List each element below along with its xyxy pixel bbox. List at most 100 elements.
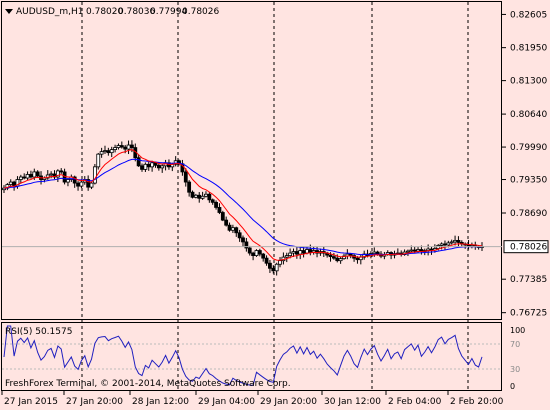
candle-body — [311, 250, 316, 253]
candle-body — [439, 243, 444, 246]
time-tick-label: 2 Feb 04:00 — [388, 397, 442, 407]
candle-body — [429, 248, 434, 251]
candle-body — [32, 171, 37, 178]
candle-body — [268, 262, 272, 269]
candle-body — [193, 194, 198, 198]
candle-body — [200, 195, 205, 199]
candle-body — [146, 163, 151, 168]
candle-body — [66, 179, 70, 183]
candle-body — [190, 191, 195, 198]
time-tick-label: 29 Jan 20:00 — [260, 397, 317, 407]
candle-body — [22, 176, 27, 179]
candle-body — [59, 170, 64, 173]
candle-body — [224, 219, 229, 226]
candle-body — [217, 207, 222, 213]
candle-body — [288, 252, 293, 257]
candle-body — [103, 150, 107, 153]
candle-body — [278, 260, 282, 265]
candle-body — [76, 182, 80, 187]
candle-body — [257, 250, 262, 255]
candle-body — [143, 163, 148, 170]
candle-body — [237, 232, 242, 239]
candle-body — [301, 250, 306, 254]
candle-body — [466, 244, 471, 247]
candle-body — [49, 173, 54, 176]
candle-body — [204, 193, 208, 197]
candle-body — [156, 164, 161, 169]
candle-body — [264, 257, 269, 264]
candle-body — [109, 149, 114, 154]
candle-body — [308, 249, 313, 253]
rsi-pane[interactable] — [1, 322, 502, 391]
candle-body — [231, 227, 235, 231]
candle-body — [443, 243, 447, 246]
candle-body — [116, 145, 121, 148]
candle-body — [412, 249, 417, 252]
candle-body — [197, 194, 202, 199]
candle-body — [123, 146, 128, 150]
candle-body — [348, 253, 353, 257]
candle-body — [150, 162, 155, 168]
price-tick-label: 0.78690 — [510, 209, 547, 219]
candle-body — [136, 157, 141, 167]
rsi-line — [3, 325, 483, 386]
time-tick-label: 30 Jan 12:00 — [324, 397, 381, 407]
candle-body — [89, 182, 94, 188]
candle-body — [355, 257, 360, 261]
rsi-tick-0: 0 — [510, 382, 515, 391]
candle-body — [274, 263, 279, 272]
time-axis: 27 Jan 2015 27 Jan 20:00 28 Jan 12:00 29 Ja… — [1, 391, 504, 407]
candle-body — [298, 250, 303, 255]
ma-fast-line — [3, 149, 483, 261]
candle-body — [187, 181, 192, 193]
candle-body — [254, 250, 259, 257]
price-tick-label: 0.80640 — [510, 110, 547, 120]
candle-body — [251, 252, 255, 257]
price-tick-label: 0.81300 — [510, 77, 547, 87]
candle-body — [35, 171, 40, 177]
candles — [2, 140, 484, 276]
candle-body — [291, 251, 296, 254]
candle-body — [234, 227, 239, 234]
time-tick-label: 28 Jan 12:00 — [132, 397, 189, 407]
price-pane[interactable] — [1, 1, 502, 320]
candle-body — [183, 171, 188, 183]
candle-body — [375, 251, 380, 255]
candle-body — [446, 242, 451, 246]
symbol-label: AUDUSD_m,H1 — [16, 7, 84, 17]
price-tick-label: 0.82605 — [510, 10, 547, 20]
candle-body — [79, 181, 84, 187]
candle-body — [126, 144, 131, 150]
candle-body — [456, 239, 461, 243]
rsi-tick-30: 30 — [510, 365, 520, 374]
candle-body — [72, 176, 77, 184]
price-tick-label: 0.77385 — [510, 275, 547, 285]
rsi-label: RSI(5) 50.1575 — [5, 327, 72, 337]
candle-body — [241, 237, 245, 243]
candle-body — [207, 193, 212, 201]
candle-body — [130, 144, 134, 148]
candle-body — [284, 255, 289, 258]
copyright-footer: FreshForex Terminal, © 2001-2014, MetaQu… — [5, 379, 291, 389]
candle-body — [210, 199, 215, 203]
candle-body — [331, 256, 336, 259]
candle-body — [227, 224, 232, 231]
ohlc-low: 0.77994 — [150, 7, 187, 17]
candle-body — [338, 258, 343, 262]
ohlc-open: 0.78020 — [86, 7, 123, 17]
candle-body — [29, 174, 33, 178]
chart-menu-arrow-icon[interactable] — [5, 9, 13, 14]
candle-body — [119, 145, 124, 148]
price-tick-label: 0.79990 — [510, 143, 547, 153]
price-tick-label: 0.81950 — [510, 44, 547, 54]
candle-body — [271, 267, 276, 272]
candle-body — [160, 165, 165, 169]
price-tick-label: 0.76725 — [510, 309, 547, 319]
candle-body — [25, 174, 30, 179]
candle-body — [409, 249, 414, 252]
candle-body — [453, 239, 457, 243]
candle-body — [247, 247, 252, 254]
current-price-label: 0.78026 — [510, 243, 547, 253]
